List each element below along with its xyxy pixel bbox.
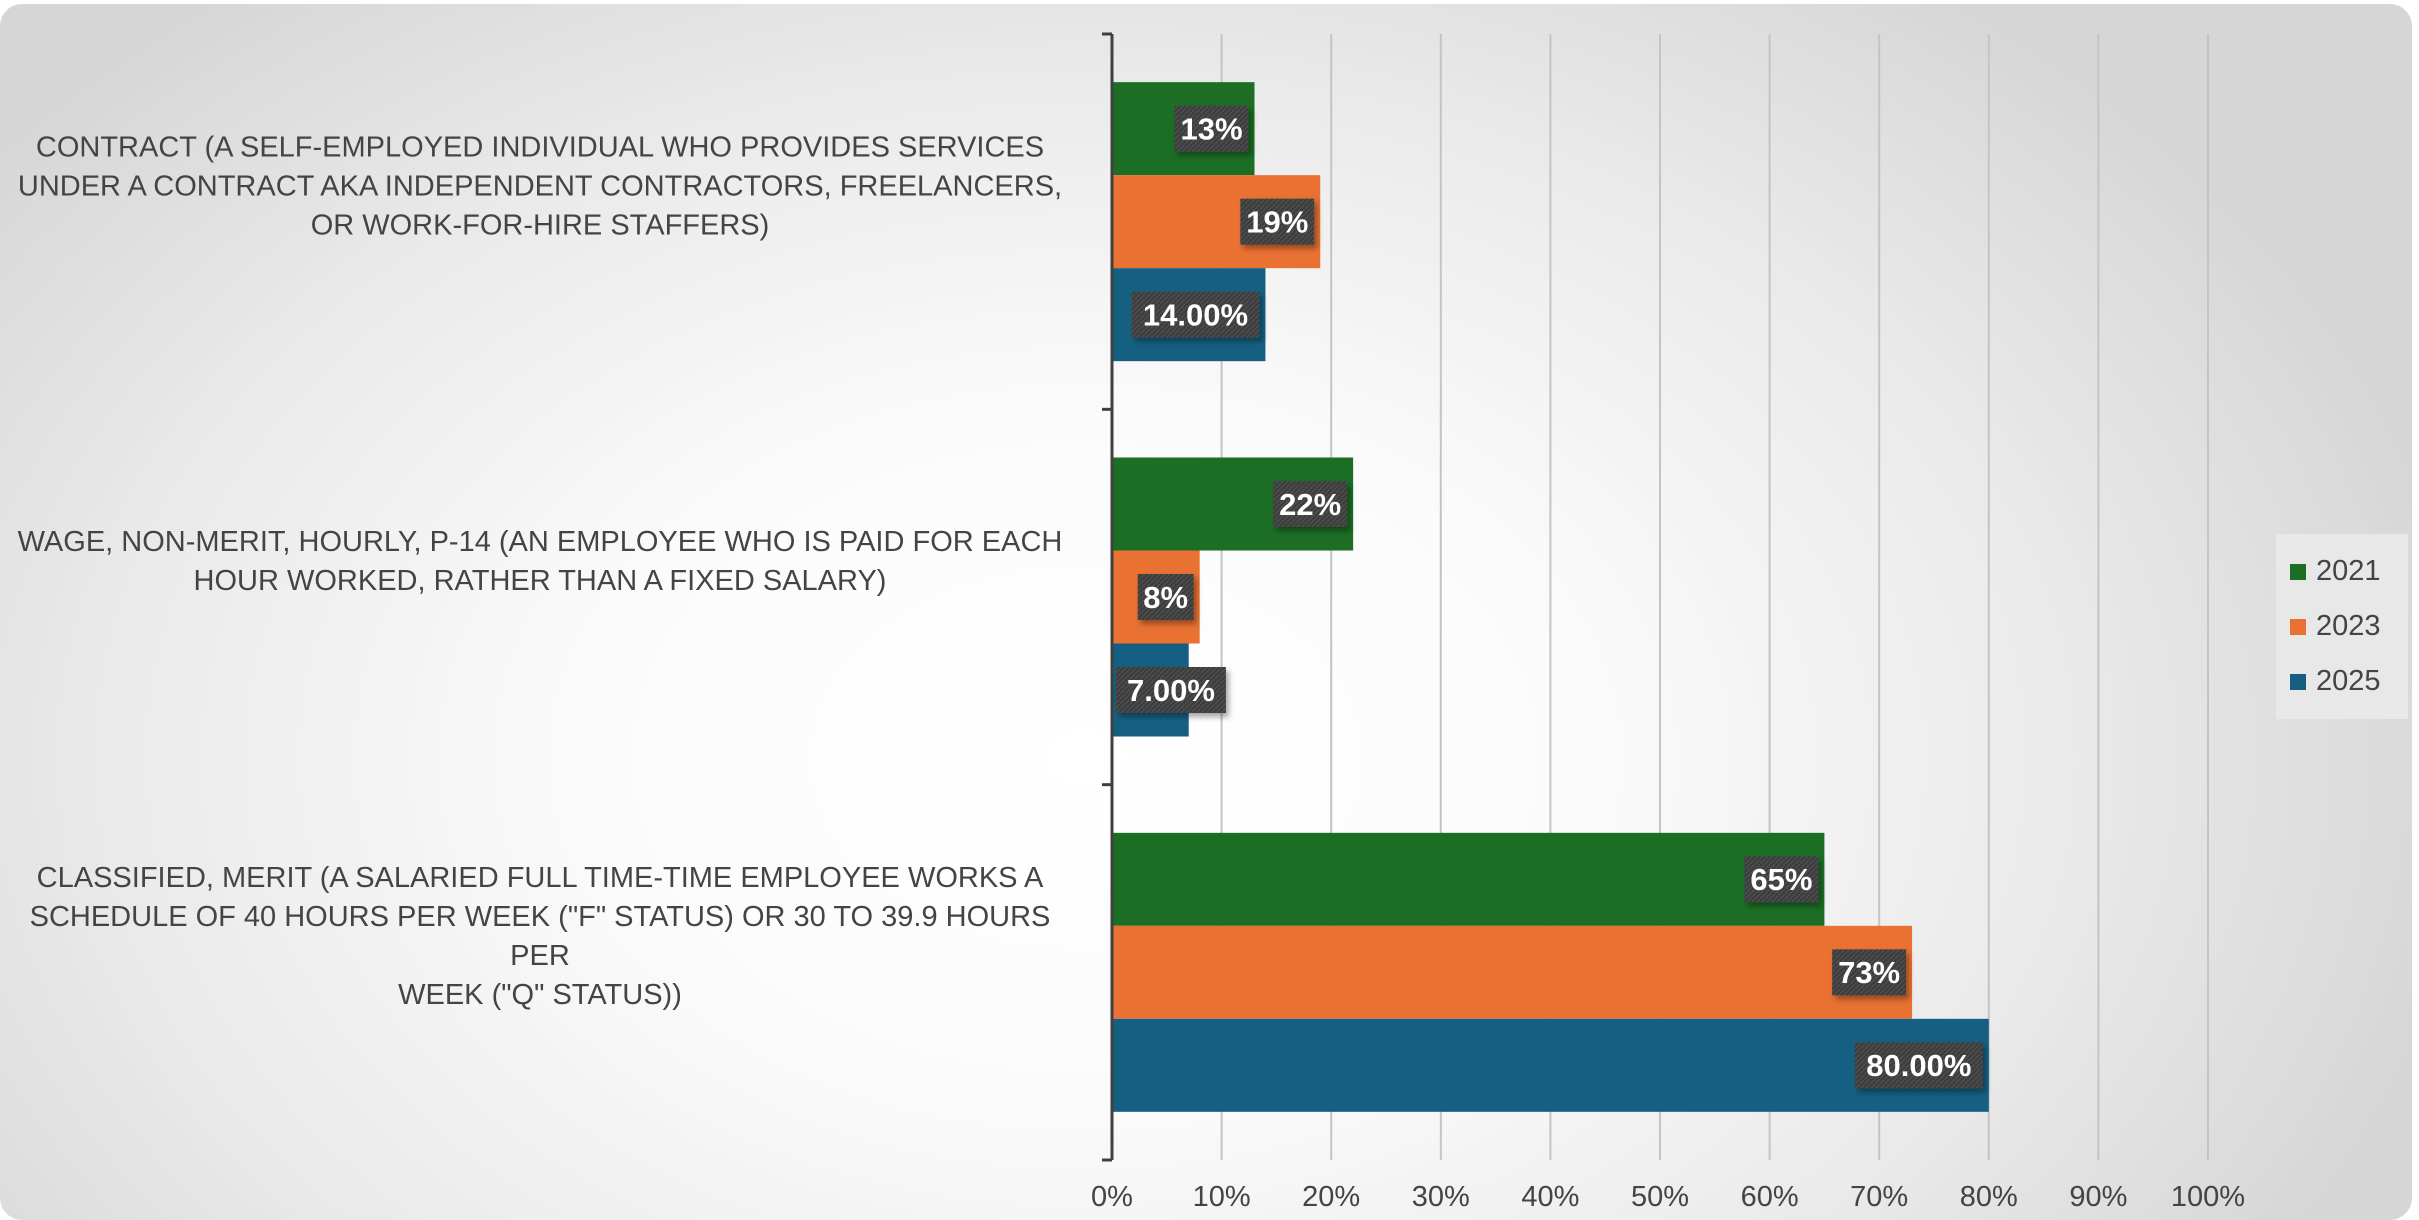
data-label-box: [1131, 291, 1260, 338]
legend-swatch: [2290, 618, 2306, 635]
x-tick-label: 30%: [1412, 1181, 1470, 1213]
data-label: 80.00%: [1866, 1048, 1971, 1083]
category-label-line: WAGE, NON-MERIT, HOURLY, P-14 (AN EMPLOY…: [17, 526, 1063, 558]
category-label-line: HOUR WORKED, RATHER THAN A FIXED SALARY): [193, 565, 887, 597]
category-label-line: CLASSIFIED, MERIT (A SALARIED FULL TIME-…: [36, 862, 1044, 895]
data-label-box: [1116, 667, 1226, 713]
chart-area: 0% 10% 20% 30% 40% 50% 60% 70% 80% 90% 100% 13% 19% 1…: [0, 4, 2412, 1220]
category-label: CONTRACT (A SELF-EMPLOYED INDIVIDUAL WHO…: [0, 128, 1080, 245]
data-label: 19%: [1246, 205, 1308, 240]
x-tick-label: 80%: [1960, 1181, 2018, 1213]
category-label-line: SCHEDULE OF 40 HOURS PER WEEK ("F" STATU…: [29, 901, 1051, 973]
x-tick-label: 50%: [1631, 1181, 1689, 1213]
data-label-box: [1273, 481, 1348, 527]
bar: [1112, 925, 1913, 1019]
x-tick-label: 10%: [1193, 1181, 1251, 1213]
data-label: 8%: [1143, 580, 1188, 615]
legend-item: 2025: [2290, 654, 2408, 709]
data-label-box: [1137, 574, 1194, 620]
x-tick-label: 90%: [2069, 1181, 2127, 1213]
legend-label: 2023: [2316, 610, 2381, 642]
legend-label: 2025: [2316, 665, 2381, 697]
legend-item: 2021: [2290, 544, 2408, 599]
x-tick-label: 0%: [1091, 1181, 1133, 1213]
data-label: 13%: [1180, 112, 1242, 147]
data-label-box: [1174, 105, 1249, 152]
category-label: CLASSIFIED, MERIT (A SALARIED FULL TIME-…: [0, 859, 1080, 1015]
data-label: 14.00%: [1143, 298, 1248, 333]
bar: [1112, 1018, 1989, 1112]
data-label-box: [1744, 856, 1819, 903]
bar-chart: 0% 10% 20% 30% 40% 50% 60% 70% 80% 90% 100% 13% 19% 1…: [1091, 32, 2245, 1213]
category-label-line: UNDER A CONTRACT AKA INDEPENDENT CONTRAC…: [17, 170, 1063, 203]
x-tick-label: 40%: [1521, 1181, 1579, 1213]
x-tick-label: 100%: [2171, 1181, 2245, 1213]
data-label-box: [1832, 949, 1907, 996]
x-tick-label: 60%: [1741, 1181, 1799, 1213]
legend-label: 2021: [2316, 555, 2381, 587]
data-label: 73%: [1838, 955, 1900, 990]
data-label: 7.00%: [1127, 673, 1215, 708]
legend: 2021 2023 2025: [2276, 534, 2408, 719]
legend-item: 2023: [2290, 599, 2408, 654]
x-tick-label: 70%: [1850, 1181, 1908, 1213]
data-label: 22%: [1279, 487, 1341, 522]
category-label-line: OR WORK-FOR-HIRE STAFFERS): [310, 209, 770, 242]
data-label-box: [1240, 198, 1315, 245]
bar: [1112, 832, 1825, 926]
category-label-line: CONTRACT (A SELF-EMPLOYED INDIVIDUAL WHO…: [35, 131, 1045, 164]
category-label: WAGE, NON-MERIT, HOURLY, P-14 (AN EMPLOY…: [0, 523, 1080, 601]
legend-swatch: [2290, 673, 2306, 690]
legend-swatch: [2290, 563, 2306, 580]
x-tick-label: 20%: [1302, 1181, 1360, 1213]
category-label-line: WEEK ("Q" STATUS)): [398, 979, 682, 1012]
data-label: 65%: [1750, 862, 1812, 897]
data-label-box: [1854, 1042, 1983, 1089]
